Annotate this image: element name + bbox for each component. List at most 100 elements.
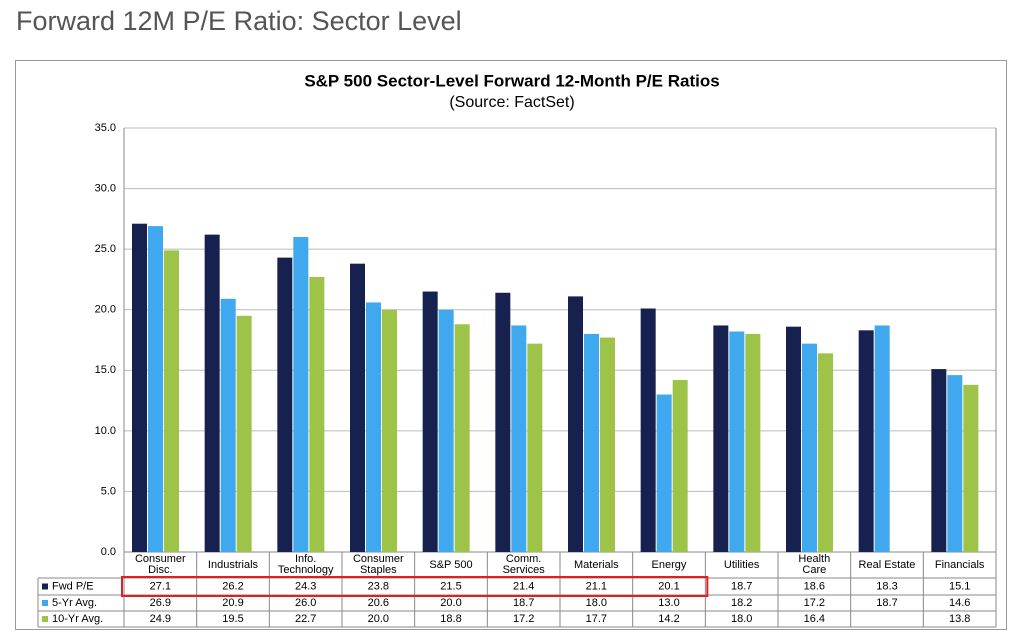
value-label: 18.0: [731, 613, 752, 625]
value-label: 20.9: [222, 597, 243, 609]
bar: [931, 369, 947, 552]
bar: [600, 337, 615, 552]
bar: [729, 331, 745, 552]
bar: [713, 325, 729, 552]
chart-title: S&P 500 Sector-Level Forward 12-Month P/…: [304, 71, 719, 90]
value-label: 18.7: [876, 597, 897, 609]
value-label: 21.5: [440, 580, 461, 592]
y-tick-label: 15.0: [95, 364, 116, 376]
bar: [350, 263, 365, 552]
bar: [132, 223, 147, 552]
value-label: 16.4: [804, 613, 825, 625]
y-tick-label: 30.0: [95, 182, 116, 194]
bar: [164, 250, 179, 552]
bar: [568, 296, 583, 552]
bar: [640, 308, 656, 552]
x-tick-label: Consumer Disc.: [134, 553, 186, 576]
bar: [454, 324, 470, 552]
bar: [963, 384, 979, 552]
x-tick-label: Info. Technology: [277, 553, 334, 576]
value-label: 21.4: [513, 580, 534, 592]
legend-swatch: [42, 583, 48, 590]
x-tick-label: Consumer Staples: [352, 553, 404, 576]
value-label: 23.8: [368, 580, 389, 592]
bar: [148, 226, 163, 552]
y-tick-label: 0.0: [101, 546, 116, 558]
value-label: 17.2: [804, 597, 825, 609]
value-label: 15.1: [949, 580, 970, 592]
x-tick-label: Health Care: [798, 553, 831, 576]
value-label: 20.1: [658, 580, 679, 592]
y-tick-label: 20.0: [95, 304, 116, 316]
value-label: 26.2: [222, 580, 243, 592]
legend-label: 5-Yr Avg.: [52, 597, 97, 609]
value-label: 18.8: [440, 613, 461, 625]
bar: [277, 257, 293, 552]
bar: [527, 343, 543, 552]
value-label: 14.2: [658, 613, 679, 625]
value-label: 27.1: [150, 580, 171, 592]
x-tick-label: Comm. Services: [502, 553, 545, 576]
value-label: 17.7: [586, 613, 607, 625]
bar: [309, 277, 325, 552]
value-label: 13.0: [658, 597, 679, 609]
value-label: 14.6: [949, 597, 970, 609]
legend-swatch: [42, 616, 48, 622]
page-title: Forward 12M P/E Ratio: Sector Level: [16, 6, 462, 36]
x-tick-label: S&P 500: [429, 558, 473, 571]
value-label: 13.8: [949, 613, 970, 625]
x-tick-label: Materials: [574, 558, 619, 571]
value-label: 26.9: [150, 597, 171, 609]
value-label: 18.0: [586, 597, 607, 609]
bar: [220, 298, 236, 552]
y-tick-label: 10.0: [95, 425, 116, 437]
y-tick-label: 25.0: [95, 243, 116, 255]
bar: [204, 234, 220, 552]
x-tick-label: Financials: [934, 558, 985, 571]
value-label: 18.6: [804, 580, 825, 592]
bar: [818, 353, 833, 552]
bar: [236, 315, 252, 552]
bar: [438, 309, 454, 552]
highlight-box: [121, 576, 709, 597]
bar: [672, 379, 688, 552]
x-tick-label: Utilities: [723, 558, 760, 571]
bar: [511, 325, 527, 552]
x-tick-label: Energy: [651, 558, 687, 571]
bar: [802, 343, 817, 552]
bar: [495, 292, 511, 552]
value-label: 24.9: [150, 613, 171, 625]
bar: [382, 309, 397, 552]
bar: [874, 325, 890, 552]
value-label: 18.3: [876, 580, 897, 592]
value-label: 17.2: [513, 613, 534, 625]
x-tick-label: Industrials: [207, 558, 259, 571]
value-label: 20.0: [440, 597, 461, 609]
bar: [786, 326, 801, 552]
value-label: 18.2: [731, 597, 752, 609]
bar: [947, 375, 963, 552]
chart-frame: [15, 60, 1007, 630]
legend-label: 10-Yr Avg.: [52, 613, 103, 625]
y-tick-label: 35.0: [95, 122, 116, 134]
y-tick-label: 5.0: [101, 485, 116, 497]
value-label: 18.7: [731, 580, 752, 592]
legend-swatch: [42, 600, 48, 606]
legend-label: Fwd P/E: [52, 580, 94, 592]
bar: [422, 291, 438, 552]
value-label: 20.0: [368, 613, 389, 625]
bar: [366, 302, 381, 552]
value-label: 20.6: [368, 597, 389, 609]
value-label: 26.0: [295, 597, 316, 609]
value-label: 21.1: [586, 580, 607, 592]
value-label: 19.5: [222, 613, 243, 625]
bar: [293, 237, 309, 552]
bar: [656, 394, 672, 552]
bar: [858, 330, 874, 552]
bar: [584, 333, 599, 552]
value-label: 22.7: [295, 613, 316, 625]
x-tick-label: Real Estate: [858, 558, 916, 571]
value-label: 18.7: [513, 597, 534, 609]
